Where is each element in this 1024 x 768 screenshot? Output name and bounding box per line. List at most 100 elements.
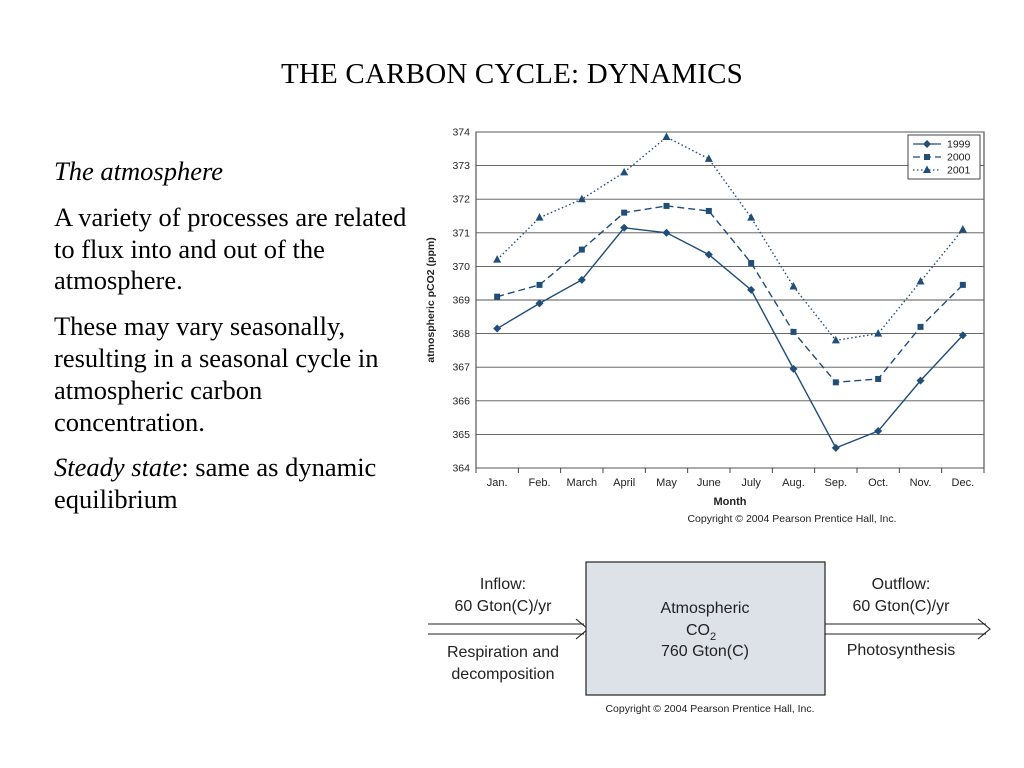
chart-series (493, 132, 967, 452)
seasonal-paragraph: These may vary seasonally, resulting in … (54, 311, 379, 437)
y-tick-label: 367 (452, 362, 470, 374)
data-point-1999 (535, 299, 544, 308)
series-1999 (493, 223, 967, 452)
y-tick-label: 365 (452, 429, 470, 441)
flux-paragraph: A variety of processes are related to fl… (54, 201, 407, 296)
inflow-value: 60 Gton(C)/yr (455, 598, 553, 615)
outflow-label: Outflow: (872, 576, 931, 593)
legend-label-2000: 2000 (947, 152, 971, 164)
x-tick-label: July (741, 477, 761, 489)
steady-state-paragraph: Steady state: same as dynamic equilibriu… (54, 452, 414, 516)
data-point-2001 (958, 224, 967, 233)
x-tick-label: Feb. (528, 477, 550, 489)
data-point-1999 (577, 275, 586, 284)
x-tick-label: June (697, 477, 721, 489)
outflow-value: 60 Gton(C)/yr (853, 598, 951, 615)
slide-title: THE CARBON CYCLE: DYNAMICS (281, 58, 743, 90)
box-label-co2: CO2 (686, 622, 716, 643)
legend-label-2001: 2001 (947, 165, 971, 177)
data-point-1999 (493, 324, 502, 333)
data-point-2000 (494, 293, 501, 300)
x-tick-label: Aug. (782, 477, 805, 489)
steady-state-definition: : same as dynamic equilibrium (54, 452, 377, 515)
legend-marker-2001 (923, 165, 931, 173)
series-2000 (494, 202, 966, 386)
data-point-1999 (789, 364, 798, 373)
y-tick-label: 374 (452, 127, 470, 139)
atmosphere-heading: The atmosphere (54, 156, 224, 186)
x-tick-label: Nov. (910, 477, 932, 489)
x-tick-label: Jan. (487, 477, 508, 489)
x-tick-label: May (656, 477, 677, 489)
data-point-2000 (832, 379, 839, 386)
y-tick-label: 372 (452, 194, 470, 206)
x-axis-title: Month (714, 496, 747, 508)
box-label-amount: 760 Gton(C) (661, 643, 749, 660)
legend-marker-1999 (923, 140, 931, 148)
chart-axis-labels: 364 365 366 367 368 369 370 371 372 373 374 Jan. Feb… (425, 127, 974, 509)
data-point-2000 (917, 323, 924, 330)
x-tick-label: Oct. (868, 477, 888, 489)
data-point-2000 (875, 375, 882, 382)
inflow-label: Inflow: (480, 576, 526, 593)
data-point-2001 (747, 213, 756, 221)
data-point-2000 (748, 260, 755, 267)
chart-grid (475, 131, 985, 473)
data-point-2000 (536, 281, 543, 288)
data-point-2000 (663, 202, 670, 209)
inflow-process-line2: decomposition (451, 666, 554, 683)
legend-label-1999: 1999 (947, 139, 971, 151)
series-line-2000 (496, 205, 964, 384)
x-tick-label: Sep. (825, 477, 848, 489)
data-point-2001 (535, 213, 544, 221)
data-point-2001 (831, 335, 840, 344)
data-point-2001 (789, 282, 798, 290)
data-point-2001 (874, 329, 883, 337)
carbon-flux-diagram: Inflow: 60 Gton(C)/yr Respiration and de… (428, 561, 991, 715)
steady-state-term: Steady state (54, 452, 182, 483)
data-point-1999 (958, 331, 967, 340)
series-line-1999 (496, 227, 964, 449)
series-2001 (493, 132, 967, 344)
y-tick-label: 370 (452, 261, 470, 273)
y-tick-label: 373 (452, 160, 470, 172)
data-point-2001 (493, 255, 502, 263)
data-point-2000 (790, 328, 797, 335)
outflow-arrow (825, 618, 991, 640)
body-text: The atmosphere A variety of processes ar… (54, 156, 414, 530)
series-line-2001 (496, 136, 964, 342)
y-tick-label: 369 (452, 295, 470, 307)
legend-marker-2000 (924, 154, 930, 160)
data-point-1999 (747, 285, 756, 294)
y-axis-title: atmospheric pCO2 (ppm) (425, 237, 437, 362)
data-point-1999 (874, 427, 883, 436)
data-point-2000 (621, 209, 628, 216)
y-tick-label: 364 (452, 463, 470, 475)
co2-line-chart: 364 365 366 367 368 369 370 371 372 373 374 Jan. Feb… (425, 127, 985, 525)
y-tick-label: 371 (452, 227, 470, 239)
y-tick-label: 366 (452, 395, 470, 407)
y-tick-label: 368 (452, 328, 470, 340)
data-point-2000 (705, 207, 712, 214)
co2-subscript: 2 (710, 631, 716, 643)
chart-copyright: Copyright © 2004 Pearson Prentice Hall, … (687, 513, 896, 525)
atmospheric-co2-box (585, 561, 826, 696)
data-point-1999 (620, 223, 629, 232)
box-label-atmospheric: Atmospheric (661, 600, 750, 617)
data-point-2000 (959, 281, 966, 288)
data-point-1999 (831, 443, 840, 452)
data-point-1999 (662, 228, 671, 237)
data-point-1999 (916, 376, 925, 385)
inflow-process-line1: Respiration and (447, 644, 559, 661)
data-point-1999 (704, 250, 713, 259)
x-tick-label: Dec. (952, 477, 975, 489)
data-point-2001 (662, 132, 671, 141)
data-point-2001 (704, 154, 713, 162)
diagram-copyright: Copyright © 2004 Pearson Prentice Hall, … (605, 703, 814, 715)
inflow-arrow (428, 618, 589, 640)
data-point-2001 (916, 277, 925, 285)
co2-main: CO (686, 622, 710, 639)
x-tick-label: March (567, 477, 598, 489)
x-tick-label: April (613, 477, 635, 489)
